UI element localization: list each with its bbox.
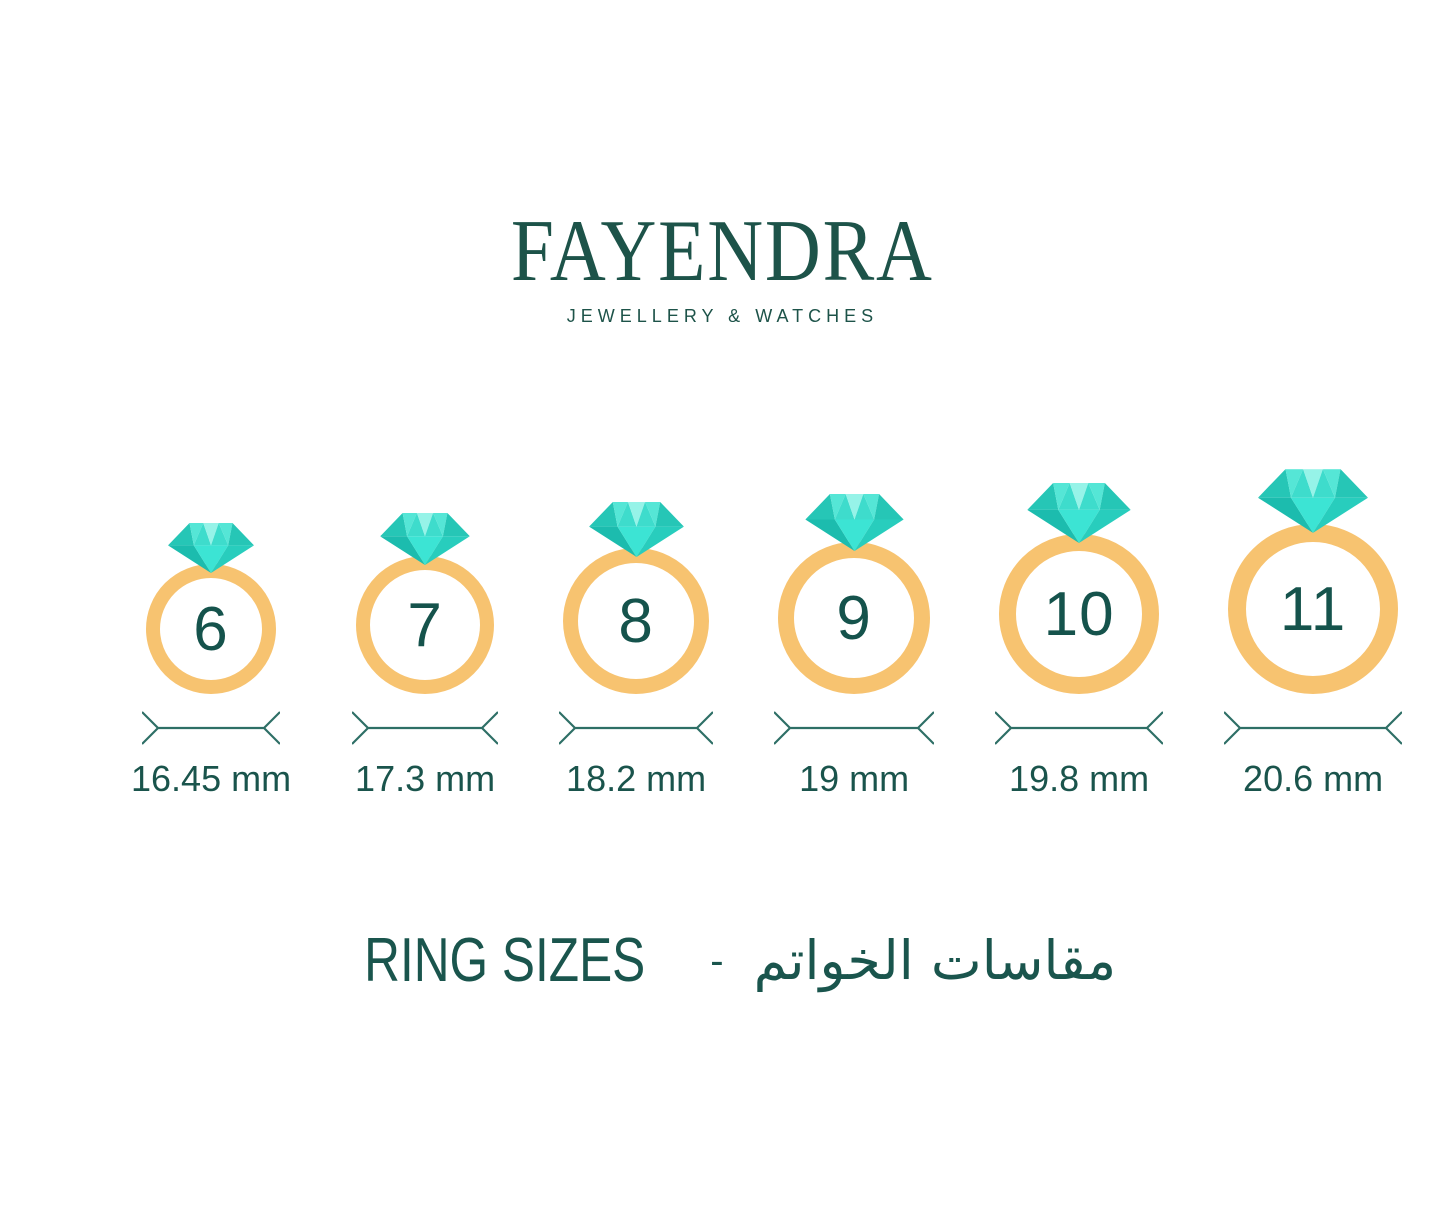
diameter-arrow xyxy=(994,709,1164,747)
diamond-icon xyxy=(1027,483,1131,543)
diameter-arrow xyxy=(141,709,281,747)
ring-figure: 7 17.3 mm xyxy=(351,513,499,800)
chart-title: RING SIZES - مقاسات الخواتم xyxy=(0,925,1445,996)
brand-tagline: JEWELLERY & WATCHES xyxy=(566,306,879,326)
ring-size-number: 8 xyxy=(618,586,654,656)
ring-size-row: 6 16.45 mm 7 17.3 mm 8 18.2 mm 9 19 mm xyxy=(131,469,1403,800)
ring-band: 6 xyxy=(146,564,277,694)
diamond-icon xyxy=(380,513,470,565)
ring-band: 11 xyxy=(1228,524,1399,694)
diameter-label: 19 mm xyxy=(799,758,910,799)
diameter-label: 16.45 mm xyxy=(131,758,292,799)
ring-figure: 8 18.2 mm xyxy=(558,502,714,800)
diameter-label: 18.2 mm xyxy=(566,758,707,799)
chart-title-english: RING SIZES xyxy=(363,926,646,995)
diamond-icon xyxy=(1258,469,1368,533)
chart-title-arabic: مقاسات الخواتم xyxy=(753,929,1117,992)
ring-figure: 6 16.45 mm xyxy=(131,523,291,800)
diameter-arrow xyxy=(1223,709,1403,747)
ring-band: 7 xyxy=(356,556,495,694)
ring-size-number: 6 xyxy=(193,594,229,664)
diamond-icon xyxy=(805,494,904,551)
ring-band: 9 xyxy=(778,542,931,694)
title-separator: - xyxy=(710,938,724,983)
diameter-label: 19.8 mm xyxy=(1009,758,1150,799)
diameter-label: 17.3 mm xyxy=(355,758,496,799)
diameter-label: 20.6 mm xyxy=(1243,758,1384,799)
brand-logo-text: FAYENDRA xyxy=(511,203,934,300)
diameter-arrow xyxy=(773,709,935,747)
brand-header: FAYENDRA JEWELLERY & WATCHES xyxy=(0,208,1445,327)
ring-figure: 9 19 mm xyxy=(773,494,935,800)
ring-figure: 11 20.6 mm xyxy=(1223,469,1403,800)
ring-band: 10 xyxy=(999,534,1160,694)
ring-size-number: 9 xyxy=(836,583,872,653)
ring-band: 8 xyxy=(563,548,710,694)
diameter-arrow xyxy=(558,709,714,747)
ring-size-number: 7 xyxy=(407,590,443,660)
ring-figure: 10 19.8 mm xyxy=(994,483,1164,800)
diameter-arrow xyxy=(351,709,499,747)
diamond-icon xyxy=(589,502,684,557)
diamond-icon xyxy=(168,523,254,573)
ring-size-number: 10 xyxy=(1043,579,1115,649)
ring-size-number: 11 xyxy=(1279,574,1347,644)
